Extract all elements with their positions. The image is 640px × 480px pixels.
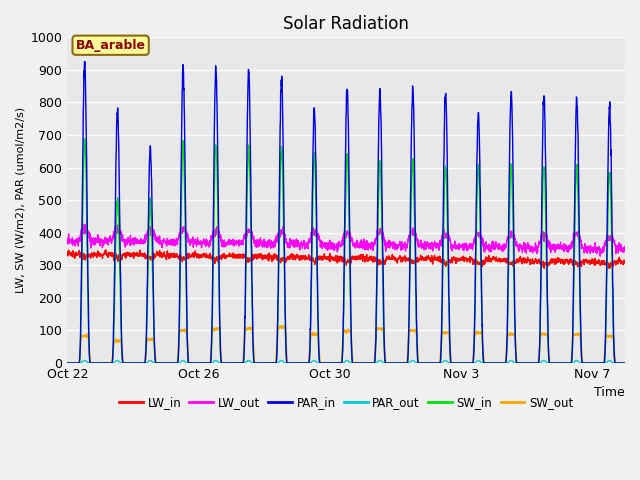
Title: Solar Radiation: Solar Radiation bbox=[284, 15, 409, 33]
Text: Time: Time bbox=[595, 386, 625, 399]
Y-axis label: LW, SW (W/m2), PAR (umol/m2/s): LW, SW (W/m2), PAR (umol/m2/s) bbox=[15, 107, 25, 293]
Legend: LW_in, LW_out, PAR_in, PAR_out, SW_in, SW_out: LW_in, LW_out, PAR_in, PAR_out, SW_in, S… bbox=[115, 392, 578, 414]
Text: BA_arable: BA_arable bbox=[76, 39, 146, 52]
